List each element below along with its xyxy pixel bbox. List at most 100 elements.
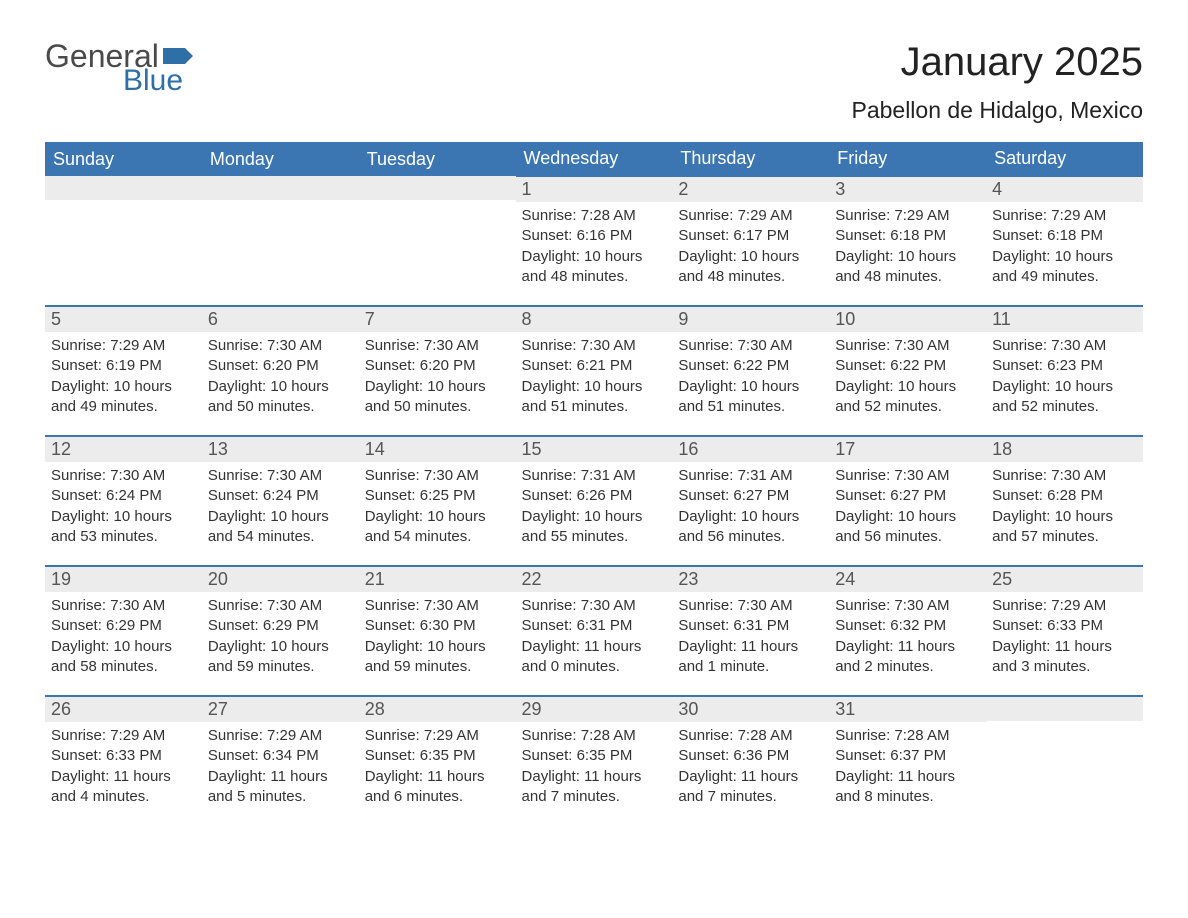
sunrise-text: Sunrise: 7:30 AM — [835, 596, 980, 616]
daylight-text: Daylight: 10 hours and 48 minutes. — [835, 247, 980, 288]
day-number: 26 — [45, 697, 202, 722]
day-number: 2 — [672, 177, 829, 202]
day-number: 15 — [516, 437, 673, 462]
daylight-text: Daylight: 10 hours and 48 minutes. — [522, 247, 667, 288]
weekday-header: Thursday — [672, 142, 829, 176]
day-content: Sunrise: 7:30 AMSunset: 6:27 PMDaylight:… — [829, 462, 986, 553]
day-content: Sunrise: 7:28 AMSunset: 6:36 PMDaylight:… — [672, 722, 829, 813]
day-content: Sunrise: 7:29 AMSunset: 6:33 PMDaylight:… — [45, 722, 202, 813]
daylight-text: Daylight: 10 hours and 49 minutes. — [51, 377, 196, 418]
sunset-text: Sunset: 6:17 PM — [678, 226, 823, 246]
day-number: 6 — [202, 307, 359, 332]
day-number: 10 — [829, 307, 986, 332]
empty-day — [986, 697, 1143, 721]
daylight-text: Daylight: 10 hours and 51 minutes. — [678, 377, 823, 418]
sunset-text: Sunset: 6:35 PM — [365, 746, 510, 766]
daylight-text: Daylight: 10 hours and 56 minutes. — [835, 507, 980, 548]
daylight-text: Daylight: 11 hours and 6 minutes. — [365, 767, 510, 808]
calendar-week: 26Sunrise: 7:29 AMSunset: 6:33 PMDayligh… — [45, 696, 1143, 825]
day-content: Sunrise: 7:29 AMSunset: 6:35 PMDaylight:… — [359, 722, 516, 813]
calendar-cell: 10Sunrise: 7:30 AMSunset: 6:22 PMDayligh… — [829, 306, 986, 436]
sunrise-text: Sunrise: 7:29 AM — [51, 336, 196, 356]
sunrise-text: Sunrise: 7:30 AM — [992, 466, 1137, 486]
day-number: 14 — [359, 437, 516, 462]
day-number: 29 — [516, 697, 673, 722]
weekday-header: Sunday — [45, 142, 202, 176]
day-content: Sunrise: 7:30 AMSunset: 6:30 PMDaylight:… — [359, 592, 516, 683]
calendar-cell: 25Sunrise: 7:29 AMSunset: 6:33 PMDayligh… — [986, 566, 1143, 696]
sunset-text: Sunset: 6:29 PM — [51, 616, 196, 636]
calendar-cell: 7Sunrise: 7:30 AMSunset: 6:20 PMDaylight… — [359, 306, 516, 436]
daylight-text: Daylight: 11 hours and 7 minutes. — [678, 767, 823, 808]
sunset-text: Sunset: 6:34 PM — [208, 746, 353, 766]
calendar-table: SundayMondayTuesdayWednesdayThursdayFrid… — [45, 142, 1143, 825]
empty-day — [45, 176, 202, 200]
calendar-cell: 24Sunrise: 7:30 AMSunset: 6:32 PMDayligh… — [829, 566, 986, 696]
day-content: Sunrise: 7:28 AMSunset: 6:16 PMDaylight:… — [516, 202, 673, 293]
calendar-cell: 26Sunrise: 7:29 AMSunset: 6:33 PMDayligh… — [45, 696, 202, 825]
calendar-cell: 6Sunrise: 7:30 AMSunset: 6:20 PMDaylight… — [202, 306, 359, 436]
sunset-text: Sunset: 6:25 PM — [365, 486, 510, 506]
sunset-text: Sunset: 6:21 PM — [522, 356, 667, 376]
day-content: Sunrise: 7:31 AMSunset: 6:27 PMDaylight:… — [672, 462, 829, 553]
daylight-text: Daylight: 11 hours and 7 minutes. — [522, 767, 667, 808]
day-number: 23 — [672, 567, 829, 592]
calendar-cell: 30Sunrise: 7:28 AMSunset: 6:36 PMDayligh… — [672, 696, 829, 825]
day-content: Sunrise: 7:31 AMSunset: 6:26 PMDaylight:… — [516, 462, 673, 553]
weekday-header-row: SundayMondayTuesdayWednesdayThursdayFrid… — [45, 142, 1143, 176]
calendar-cell: 18Sunrise: 7:30 AMSunset: 6:28 PMDayligh… — [986, 436, 1143, 566]
daylight-text: Daylight: 10 hours and 54 minutes. — [208, 507, 353, 548]
calendar-cell: 31Sunrise: 7:28 AMSunset: 6:37 PMDayligh… — [829, 696, 986, 825]
daylight-text: Daylight: 11 hours and 3 minutes. — [992, 637, 1137, 678]
daylight-text: Daylight: 10 hours and 53 minutes. — [51, 507, 196, 548]
logo-word2: Blue — [123, 66, 183, 96]
weekday-header: Friday — [829, 142, 986, 176]
day-number: 9 — [672, 307, 829, 332]
sunrise-text: Sunrise: 7:30 AM — [678, 336, 823, 356]
day-number: 7 — [359, 307, 516, 332]
sunrise-text: Sunrise: 7:30 AM — [522, 596, 667, 616]
day-content: Sunrise: 7:30 AMSunset: 6:28 PMDaylight:… — [986, 462, 1143, 553]
day-number: 24 — [829, 567, 986, 592]
day-content: Sunrise: 7:29 AMSunset: 6:18 PMDaylight:… — [986, 202, 1143, 293]
day-content: Sunrise: 7:30 AMSunset: 6:31 PMDaylight:… — [516, 592, 673, 683]
daylight-text: Daylight: 10 hours and 54 minutes. — [365, 507, 510, 548]
day-content: Sunrise: 7:30 AMSunset: 6:22 PMDaylight:… — [672, 332, 829, 423]
sunset-text: Sunset: 6:18 PM — [992, 226, 1137, 246]
day-content: Sunrise: 7:30 AMSunset: 6:21 PMDaylight:… — [516, 332, 673, 423]
empty-day — [359, 176, 516, 200]
sunset-text: Sunset: 6:32 PM — [835, 616, 980, 636]
calendar-cell: 28Sunrise: 7:29 AMSunset: 6:35 PMDayligh… — [359, 696, 516, 825]
day-number: 12 — [45, 437, 202, 462]
day-number: 3 — [829, 177, 986, 202]
daylight-text: Daylight: 11 hours and 0 minutes. — [522, 637, 667, 678]
sunset-text: Sunset: 6:28 PM — [992, 486, 1137, 506]
sunset-text: Sunset: 6:33 PM — [51, 746, 196, 766]
day-content: Sunrise: 7:30 AMSunset: 6:22 PMDaylight:… — [829, 332, 986, 423]
calendar-cell: 14Sunrise: 7:30 AMSunset: 6:25 PMDayligh… — [359, 436, 516, 566]
day-content: Sunrise: 7:30 AMSunset: 6:25 PMDaylight:… — [359, 462, 516, 553]
sunset-text: Sunset: 6:27 PM — [678, 486, 823, 506]
sunrise-text: Sunrise: 7:29 AM — [992, 206, 1137, 226]
sunrise-text: Sunrise: 7:28 AM — [522, 206, 667, 226]
calendar-cell: 16Sunrise: 7:31 AMSunset: 6:27 PMDayligh… — [672, 436, 829, 566]
weekday-header: Monday — [202, 142, 359, 176]
sunset-text: Sunset: 6:37 PM — [835, 746, 980, 766]
day-content: Sunrise: 7:29 AMSunset: 6:33 PMDaylight:… — [986, 592, 1143, 683]
calendar-cell: 19Sunrise: 7:30 AMSunset: 6:29 PMDayligh… — [45, 566, 202, 696]
sunrise-text: Sunrise: 7:30 AM — [522, 336, 667, 356]
sunrise-text: Sunrise: 7:30 AM — [208, 466, 353, 486]
weekday-header: Tuesday — [359, 142, 516, 176]
daylight-text: Daylight: 10 hours and 59 minutes. — [365, 637, 510, 678]
day-number: 31 — [829, 697, 986, 722]
day-number: 28 — [359, 697, 516, 722]
page-title: January 2025 — [851, 40, 1143, 85]
sunrise-text: Sunrise: 7:28 AM — [522, 726, 667, 746]
day-content: Sunrise: 7:29 AMSunset: 6:17 PMDaylight:… — [672, 202, 829, 293]
calendar-week: 12Sunrise: 7:30 AMSunset: 6:24 PMDayligh… — [45, 436, 1143, 566]
sunset-text: Sunset: 6:24 PM — [51, 486, 196, 506]
day-number: 1 — [516, 177, 673, 202]
sunrise-text: Sunrise: 7:29 AM — [365, 726, 510, 746]
daylight-text: Daylight: 11 hours and 4 minutes. — [51, 767, 196, 808]
sunrise-text: Sunrise: 7:29 AM — [51, 726, 196, 746]
